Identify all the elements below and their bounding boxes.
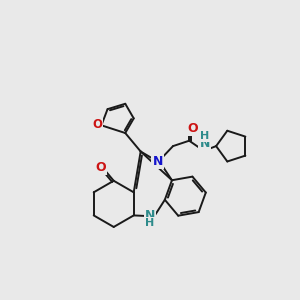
Text: O: O	[95, 160, 106, 173]
Text: N: N	[145, 209, 155, 222]
Text: O: O	[187, 122, 198, 135]
Text: H: H	[200, 131, 209, 141]
Text: H: H	[145, 218, 154, 228]
Text: N: N	[200, 136, 210, 149]
Text: N: N	[152, 155, 163, 168]
Text: O: O	[92, 118, 103, 131]
